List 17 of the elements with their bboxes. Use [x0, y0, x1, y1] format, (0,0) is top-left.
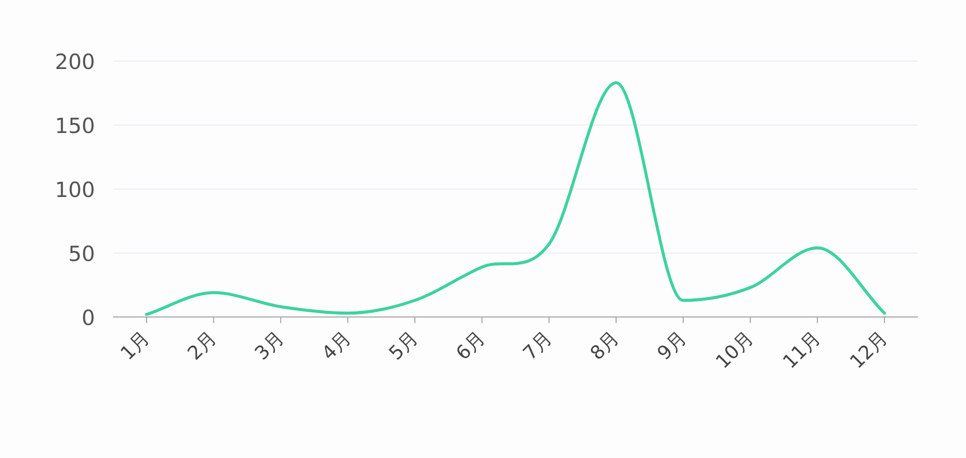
- x-tick-label: 9月: [653, 326, 691, 365]
- y-tick-label: 200: [54, 50, 95, 74]
- x-tick-label: 2月: [184, 326, 222, 365]
- y-tick-label: 100: [54, 178, 95, 202]
- x-tick-label: 5月: [384, 326, 422, 365]
- x-tick-label: 7月: [519, 326, 557, 365]
- x-tick-label: 10月: [712, 326, 758, 374]
- y-tick-label: 150: [54, 114, 95, 138]
- x-tick-label: 6月: [452, 326, 490, 365]
- x-tick-label: 4月: [318, 326, 356, 365]
- x-tick-label: 1月: [116, 326, 154, 365]
- x-tick-label: 12月: [846, 326, 892, 374]
- x-tick-label: 8月: [586, 326, 624, 365]
- x-tick-label: 3月: [250, 326, 288, 365]
- x-tick-label: 11月: [778, 326, 825, 374]
- y-tick-label: 50: [68, 242, 95, 266]
- y-tick-label: 0: [82, 306, 95, 330]
